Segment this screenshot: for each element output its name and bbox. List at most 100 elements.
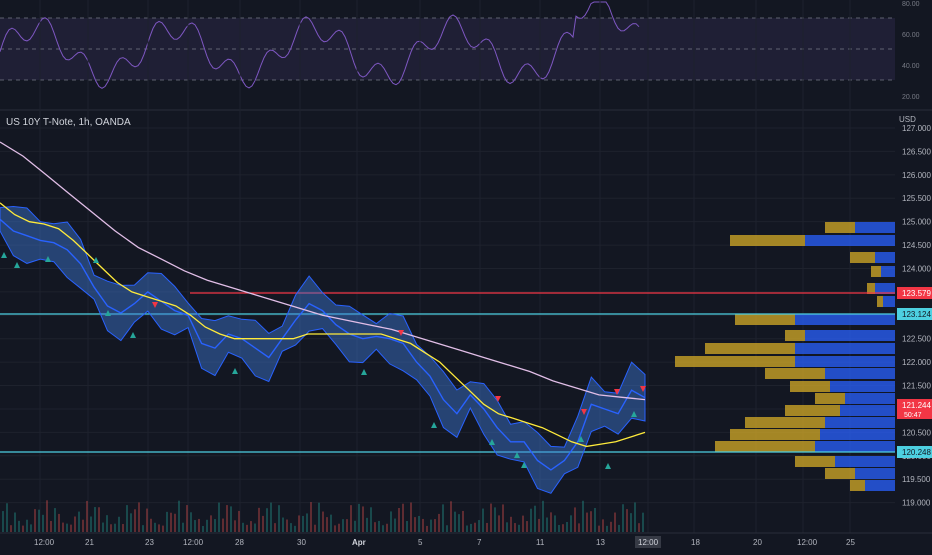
- profile-bar-down: [795, 456, 835, 467]
- time-label: 28: [235, 538, 244, 547]
- volume-bar: [466, 525, 468, 532]
- volume-bar: [98, 507, 100, 532]
- volume-bar: [478, 520, 480, 532]
- resistance-price-tag: [897, 287, 932, 299]
- price-tick: 126.500: [902, 147, 931, 156]
- profile-bar-down: [705, 343, 795, 354]
- buy-signal-icon: [14, 262, 20, 268]
- profile-bar-up: [835, 456, 895, 467]
- volume-bar: [530, 508, 532, 532]
- volume-bar: [214, 519, 216, 532]
- volume-bar: [254, 523, 256, 532]
- volume-bar: [498, 515, 500, 532]
- price-tick: 125.500: [902, 194, 931, 203]
- buy-signal-icon: [489, 439, 495, 445]
- time-axis[interactable]: 12:00 21 23 12:00 28 30 Apr 5 7 11 13 12…: [34, 536, 855, 548]
- volume-bar: [422, 518, 424, 532]
- volume-bar: [634, 502, 636, 532]
- buy-signal-icon: [105, 310, 111, 316]
- volume-bar: [34, 509, 36, 532]
- volume-bar: [290, 523, 292, 532]
- support-lower-price-text: 120.248: [902, 448, 931, 457]
- volume-bar: [414, 517, 416, 532]
- volume-bar: [338, 523, 340, 532]
- time-label: 23: [145, 538, 154, 547]
- volume-bar: [486, 522, 488, 532]
- profile-bar-down: [850, 480, 865, 491]
- buy-signal-icon: [93, 257, 99, 263]
- volume-bar: [142, 525, 144, 532]
- volume-bar: [638, 523, 640, 532]
- volume-bar: [474, 522, 476, 532]
- rsi-line: [0, 1, 640, 89]
- volume-bar: [282, 517, 284, 532]
- sell-signal-icon: [398, 330, 404, 336]
- volume-bar: [542, 500, 544, 532]
- volume-bar: [418, 515, 420, 532]
- price-tick: 119.500: [902, 475, 931, 484]
- last-price-tag: [897, 399, 932, 419]
- volume-bar: [626, 509, 628, 532]
- profile-bar-up: [875, 252, 895, 263]
- volume-bar: [502, 504, 504, 532]
- profile-bar-down: [735, 314, 795, 325]
- profile-bar-up: [825, 368, 895, 379]
- volume-bar: [238, 510, 240, 532]
- volume-bar: [102, 522, 104, 532]
- volume-bar: [366, 517, 368, 532]
- volume-bar: [146, 508, 148, 532]
- profile-bar-up: [875, 283, 895, 294]
- time-label: 25: [846, 538, 855, 547]
- volume-bar: [2, 511, 4, 532]
- volume-bar: [250, 521, 252, 532]
- buy-signal-icon: [1, 252, 7, 258]
- profile-bar-up: [825, 417, 895, 428]
- volume-bar: [586, 512, 588, 532]
- support-upper-price-tag: [897, 308, 932, 320]
- volume-bar: [162, 525, 164, 532]
- price-tick: 124.500: [902, 241, 931, 250]
- volume-bar: [510, 516, 512, 532]
- volume-bar: [270, 502, 272, 532]
- volume-bar: [462, 510, 464, 532]
- volume-bar: [170, 512, 172, 532]
- rsi-tick-80: 80.00: [902, 1, 920, 8]
- volume-bar: [118, 516, 120, 532]
- volume-bar: [82, 519, 84, 532]
- volume-bar: [358, 503, 360, 532]
- volume-bars: [2, 500, 644, 532]
- volume-bar: [362, 506, 364, 532]
- buy-signal-icon: [631, 411, 637, 417]
- volume-bar: [286, 519, 288, 532]
- rsi-tick-40: 40.00: [902, 63, 920, 70]
- volume-bar: [62, 522, 64, 532]
- volume-bar: [426, 525, 428, 532]
- volume-bar: [14, 512, 16, 532]
- volume-bar: [546, 517, 548, 532]
- buy-signal-icon: [514, 452, 520, 458]
- profile-bar-up: [855, 468, 895, 479]
- symbol-title[interactable]: US 10Y T-Note, 1h, OANDA: [6, 117, 131, 128]
- volume-bar: [578, 523, 580, 532]
- volume-bar: [642, 512, 644, 532]
- volume-bar: [198, 518, 200, 532]
- profile-bar-down: [867, 283, 875, 294]
- buy-signal-icon: [130, 332, 136, 338]
- support-upper-price-text: 123.124: [902, 310, 931, 319]
- volume-bar: [58, 513, 60, 532]
- price-tick: 120.500: [902, 428, 931, 437]
- volume-bar: [330, 514, 332, 532]
- volume-profile: [675, 222, 895, 491]
- price-tick: 122.500: [902, 335, 931, 344]
- buy-signal-icon: [605, 463, 611, 469]
- time-label: 5: [418, 538, 423, 547]
- volume-bar: [514, 523, 516, 532]
- volume-bar: [298, 515, 300, 532]
- resistance-price-text: 123.579: [902, 289, 931, 298]
- profile-bar-down: [825, 222, 855, 233]
- volume-bar: [234, 520, 236, 532]
- profile-bar-up: [883, 296, 895, 307]
- volume-bar: [622, 504, 624, 532]
